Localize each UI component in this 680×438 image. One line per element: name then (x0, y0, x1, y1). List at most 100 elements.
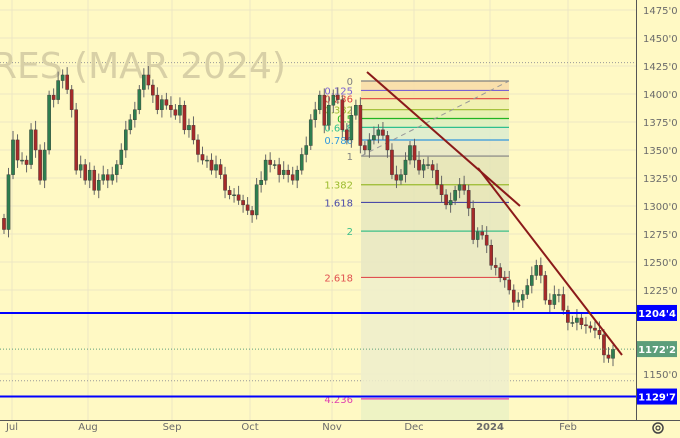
candle-up (20, 159, 24, 162)
candle-up (367, 139, 372, 151)
candle-up (123, 129, 128, 151)
candle-down (593, 327, 597, 331)
candle-up (119, 149, 124, 165)
candle-down (290, 174, 295, 181)
y-tick-label: 1450'0 (643, 34, 678, 45)
candle-down (588, 325, 593, 329)
candle-down (493, 265, 498, 268)
candle-up (128, 119, 133, 131)
last-price-tag-bg (637, 341, 677, 358)
fib-level-label: 2.618 (324, 273, 353, 284)
y-tick-label: 1325'0 (643, 174, 678, 185)
candle-down (336, 94, 340, 100)
price-tag-bg (637, 304, 677, 321)
candle-up (516, 299, 521, 303)
candle-down (394, 174, 399, 181)
candle-up (187, 125, 191, 131)
fib-level-label: 0.125 (324, 86, 353, 97)
candle-down (173, 109, 178, 116)
candle-down (105, 174, 110, 181)
fib-level-label: 0.236 (324, 95, 353, 106)
fib-level-label: 0.786 (324, 136, 353, 147)
candle-down (606, 354, 611, 359)
candle-down (268, 159, 272, 165)
candle-up (133, 109, 137, 120)
x-axis-labels: Jul Aug Sep Oct Nov Dec 2024 Feb (5, 422, 577, 433)
candle-up (611, 349, 615, 359)
candle-down (579, 317, 584, 325)
fib-zone (361, 127, 509, 141)
candle-down (236, 194, 241, 201)
x-tick-label: 2024 (476, 422, 504, 433)
candle-up (327, 104, 331, 126)
candle-down (223, 174, 227, 191)
candle-down (83, 164, 87, 181)
x-tick-label: Oct (241, 422, 258, 433)
fib-zone (361, 156, 509, 185)
candle-down (462, 184, 466, 191)
candle-down (24, 159, 29, 165)
candle-down (584, 324, 588, 327)
candle-down (511, 289, 516, 303)
candle-down (484, 234, 489, 246)
candle-down (155, 94, 160, 110)
candle-up (60, 74, 65, 81)
candle-up (421, 164, 426, 171)
candle-down (597, 330, 602, 336)
y-tick-label: 1475'0 (643, 6, 678, 17)
candle-up (349, 115, 354, 141)
x-tick-label: Dec (404, 422, 423, 433)
candle-down (15, 139, 20, 161)
x-tick-label: Aug (78, 422, 98, 433)
candles (2, 66, 615, 367)
candle-up (520, 294, 525, 301)
candle-down (200, 154, 205, 161)
candle-up (525, 285, 530, 295)
y-tick-label: 1300'0 (643, 202, 678, 213)
fib-zone (361, 398, 509, 420)
candle-up (317, 94, 322, 110)
candle-down (69, 89, 74, 110)
candle-up (530, 275, 534, 286)
trendline-2 (477, 167, 623, 356)
candle-up (254, 184, 259, 216)
candle-up (263, 159, 268, 181)
candle-up (214, 164, 218, 171)
candle-down (502, 277, 507, 281)
fib-level-label: 0.618 (324, 123, 353, 134)
candle-up (403, 159, 408, 175)
trendlines[interactable] (366, 71, 623, 356)
fib-level-label: 1 (347, 152, 353, 163)
price-tag-label: 1204'4 (638, 309, 676, 320)
candle-down (345, 129, 349, 141)
fib-zone (361, 118, 509, 128)
fib-zone (361, 109, 509, 119)
fib-zone (361, 81, 509, 91)
candle-down (277, 164, 281, 175)
candle-down (191, 125, 196, 141)
price-tag-label: 1129'7 (638, 393, 676, 404)
candle-up (575, 317, 579, 323)
candle-down (439, 184, 444, 196)
y-tick-label: 1425'0 (643, 62, 678, 73)
candle-up (457, 184, 462, 191)
candle-down (417, 159, 421, 171)
candle-up (6, 174, 11, 230)
fib-level-label: 0.382 (324, 106, 353, 117)
candle-down (358, 104, 363, 146)
candle-down (385, 135, 390, 151)
candle-up (42, 149, 47, 181)
horizontal-lines[interactable] (0, 311, 636, 398)
gear-icon[interactable] (652, 422, 664, 434)
price-axis[interactable] (637, 0, 680, 438)
fib-level-label: 1.618 (324, 198, 353, 209)
candle-up (570, 322, 575, 324)
price-tag-bg (637, 388, 677, 405)
candle-up (295, 169, 300, 181)
candle-up (11, 139, 15, 175)
candle-down (51, 94, 56, 100)
candle-up (205, 159, 209, 162)
